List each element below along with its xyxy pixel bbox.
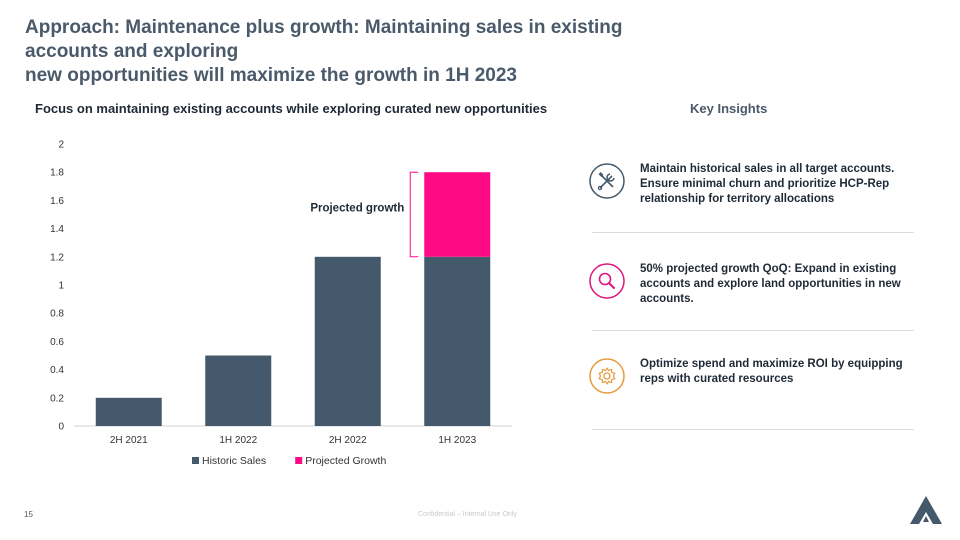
legend-label: Projected Growth <box>305 455 386 467</box>
y-tick-label: 0.8 <box>50 309 64 320</box>
slide-title: Approach: Maintenance plus growth: Maint… <box>25 16 645 88</box>
bar-historic-sales <box>205 355 272 426</box>
tools-icon <box>588 162 626 200</box>
y-tick-label: 1 <box>58 281 64 292</box>
y-tick-label: 1.6 <box>50 196 64 207</box>
magnifier-icon <box>588 262 626 300</box>
insight-text-3: Optimize spend and maximize ROI by equip… <box>640 358 903 385</box>
gear-icon <box>588 357 626 395</box>
y-tick-label: 1.2 <box>50 252 64 263</box>
projected-growth-annotation: Projected growth <box>310 203 404 215</box>
projected-growth-bracket <box>409 171 419 258</box>
confidential-footer: Confidential – Internal Use Only <box>418 511 517 518</box>
y-tick-label: 0.6 <box>50 337 64 348</box>
insight-text-1: Maintain historical sales in all target … <box>640 163 895 205</box>
y-tick-label: 1.4 <box>50 224 64 235</box>
company-logo <box>908 494 944 531</box>
x-tick-label: 2H 2021 <box>110 435 148 446</box>
insight-divider-1 <box>592 232 914 233</box>
page-number: 15 <box>24 510 33 519</box>
y-tick-label: 2 <box>58 140 64 151</box>
insight-divider-3 <box>592 429 914 430</box>
title-part-3: new opportunities will maximize the grow… <box>25 65 517 86</box>
bar-historic-sales <box>314 256 381 426</box>
y-tick-label: 0 <box>58 422 64 433</box>
title-part-2: Maintaining sales in existing accounts a… <box>25 17 623 62</box>
legend-swatch <box>192 457 199 464</box>
x-tick-label: 2H 2022 <box>329 435 367 446</box>
bar-historic-sales <box>424 256 491 426</box>
y-tick-label: 0.4 <box>50 365 64 376</box>
bar-projected-growth <box>424 172 491 257</box>
legend-label: Historic Sales <box>202 455 266 467</box>
insights-heading: Key Insights <box>690 101 768 116</box>
bar-historic-sales <box>95 397 162 426</box>
y-tick-label: 0.2 <box>50 393 64 404</box>
stacked-bar-chart: 0 0.2 0.4 0.6 0.8 1 1.2 1.4 1.6 1.8 2 2H 2021 1H 202… <box>50 140 512 467</box>
y-tick-label: 1.8 <box>50 168 64 179</box>
chart-heading: Focus on maintaining existing accounts w… <box>35 101 548 116</box>
x-tick-label: 1H 2023 <box>438 435 476 446</box>
insight-text-2: 50% projected growth QoQ: Expand in exis… <box>640 263 901 305</box>
x-tick-label: 1H 2022 <box>219 435 257 446</box>
title-part-1: Approach: Maintenance plus growth: <box>25 17 365 38</box>
insight-divider-2 <box>592 330 914 331</box>
legend-swatch <box>295 457 303 464</box>
